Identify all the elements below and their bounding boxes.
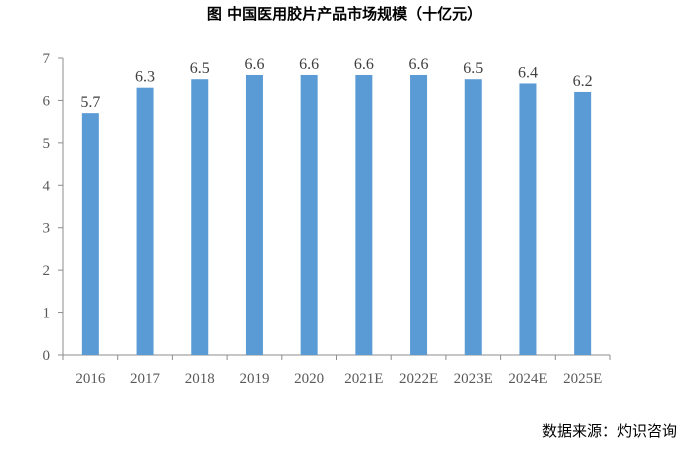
data-label: 6.6 — [354, 56, 374, 73]
y-tick-label: 0 — [43, 348, 51, 364]
bar-2021E — [355, 74, 373, 355]
y-tick-label: 7 — [43, 51, 51, 67]
bar-2024E — [519, 83, 537, 355]
x-tick-label: 2020 — [294, 371, 324, 387]
source-note: 数据来源：灼识咨询 — [541, 422, 677, 440]
chart-title: 图 中国医用胶片产品市场规模（十亿元） — [206, 5, 483, 23]
x-tick-label: 2017 — [130, 371, 161, 387]
x-tick-label: 2019 — [239, 371, 269, 387]
bar-2019 — [245, 74, 263, 355]
bars — [81, 74, 592, 356]
x-tick-label: 2025E — [563, 371, 602, 387]
data-labels: 5.7 6.3 6.5 6.6 6.6 6.6 6.6 6.5 6.4 6.2 — [80, 56, 592, 111]
data-label: 6.6 — [244, 56, 264, 73]
data-label: 6.2 — [573, 73, 593, 90]
x-tick-label: 2022E — [399, 371, 438, 387]
y-tick-label: 6 — [43, 93, 51, 109]
x-tick-label: 2021E — [344, 371, 383, 387]
bar-2016 — [81, 113, 99, 356]
y-tick-label: 4 — [43, 178, 51, 194]
y-tick-label: 1 — [43, 306, 51, 322]
y-tick-label: 2 — [43, 263, 51, 279]
x-tick-label: 2024E — [508, 371, 547, 387]
y-tick-label: 5 — [43, 136, 51, 152]
data-label: 6.6 — [409, 56, 429, 73]
data-label: 6.6 — [299, 56, 319, 73]
bar-2022E — [410, 74, 428, 355]
bar-2023E — [464, 79, 482, 355]
bar-2020 — [300, 74, 318, 355]
bar-2017 — [136, 87, 154, 355]
data-label: 5.7 — [80, 94, 100, 111]
y-tick-label: 3 — [43, 221, 51, 237]
x-tick-label: 2023E — [454, 371, 493, 387]
x-tick-label: 2018 — [185, 371, 215, 387]
bar-2018 — [191, 79, 209, 355]
data-label: 6.5 — [190, 60, 210, 77]
x-tick-label: 2016 — [75, 371, 106, 387]
data-label: 6.3 — [135, 69, 155, 86]
axes: 0 1 2 3 4 5 6 7 2016 2017 2018 2019 2020 2021E 2022E 20… — [43, 51, 611, 387]
data-label: 6.5 — [463, 60, 483, 77]
bar-2025E — [574, 91, 592, 355]
data-label: 6.4 — [518, 64, 538, 81]
